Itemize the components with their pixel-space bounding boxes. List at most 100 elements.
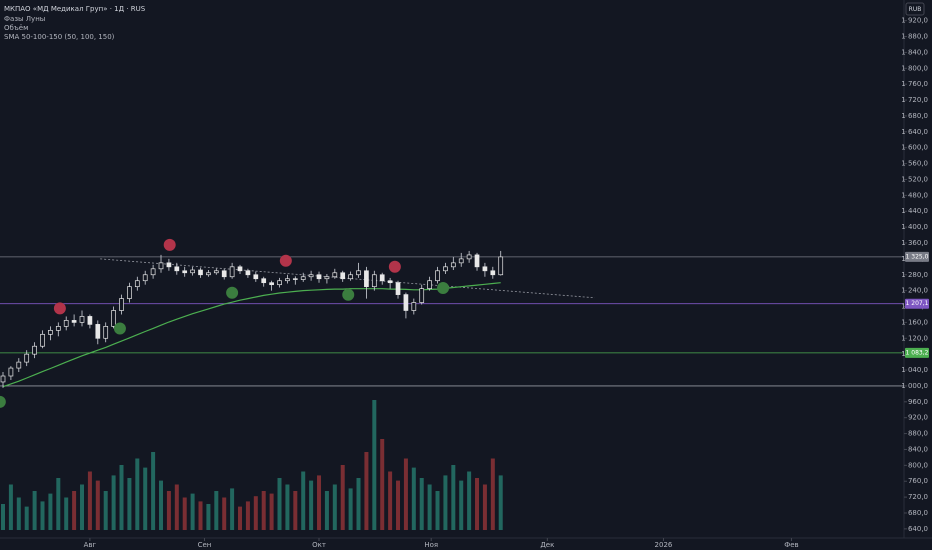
candle-body: [269, 282, 274, 286]
volume-bar: [388, 471, 393, 530]
y-tick-label: 1 480,0: [901, 191, 928, 199]
y-tick-label: 1 240,0: [901, 287, 928, 295]
candle-body: [458, 258, 464, 264]
candle-body: [40, 333, 45, 347]
candle-body: [466, 254, 472, 260]
x-tick-label: Дек: [540, 541, 554, 549]
y-tick-label: 1 000,0: [901, 382, 928, 390]
candle-body: [8, 367, 14, 377]
price-level-tag: [905, 298, 929, 309]
volume-bar: [340, 465, 345, 530]
y-tick-label: 1 360,0: [901, 239, 928, 247]
new-moon-marker: [342, 288, 355, 301]
volume-bar: [48, 493, 53, 530]
candle-body: [158, 262, 164, 270]
y-tick-label: 1 840,0: [901, 48, 928, 56]
y-tick-label: 640,0: [908, 525, 928, 533]
full-moon-marker: [388, 260, 401, 273]
candle-body: [443, 266, 448, 272]
candle-body: [498, 256, 504, 276]
indicator-name: SMA 50-100-150 (50, 100, 150): [4, 33, 115, 41]
volume-bar: [214, 491, 219, 530]
y-tick-label: 1 760,0: [901, 80, 928, 88]
candle-body: [134, 280, 140, 288]
y-tick-label: 1 680,0: [901, 112, 928, 120]
currency-label[interactable]: RUB: [909, 6, 922, 13]
volume-bar: [427, 484, 432, 530]
volume-bar: [103, 491, 108, 530]
y-tick-label: 1 640,0: [901, 128, 928, 136]
price-level-label: 1 083,2: [906, 349, 929, 356]
candle-body: [364, 270, 369, 288]
volume-bar: [253, 496, 258, 530]
candle-body: [300, 276, 306, 280]
volume-bar: [87, 471, 92, 530]
volume-bar: [403, 458, 408, 530]
volume-bar: [396, 480, 401, 530]
y-tick-label: 680,0: [908, 509, 928, 517]
volume-bar: [317, 475, 322, 530]
candle-body: [206, 272, 211, 276]
y-tick-label: 1 560,0: [901, 160, 928, 168]
volume-bar: [159, 480, 164, 530]
volume-bar: [380, 439, 385, 530]
full-moon-marker: [53, 302, 66, 315]
volume-bar: [459, 480, 464, 530]
volume-bar: [222, 497, 227, 530]
y-tick-label: 1 920,0: [901, 17, 928, 25]
y-tick-label: 1 520,0: [901, 175, 928, 183]
plot-area: [0, 238, 904, 530]
x-tick-label: Авг: [84, 541, 97, 549]
volume-bar: [111, 475, 116, 530]
y-tick-label: 960,0: [908, 398, 928, 406]
volume-bar: [285, 484, 290, 530]
candle-body: [182, 270, 188, 274]
volume-bar: [261, 491, 266, 530]
new-moon-marker: [226, 286, 239, 299]
x-tick-label: Сен: [198, 541, 212, 549]
candle-body: [150, 268, 156, 276]
volume-bar: [348, 488, 353, 530]
volume-bar: [135, 458, 140, 530]
volume-bar: [143, 467, 148, 530]
y-tick-label: 1 720,0: [901, 96, 928, 104]
candle-body: [450, 262, 456, 268]
price-level-label: 1 207,1: [906, 300, 929, 307]
candle-body: [490, 270, 496, 276]
candle-body: [87, 316, 93, 325]
volume-bar: [8, 484, 13, 530]
volume-bar: [95, 480, 100, 530]
candle-body: [435, 270, 440, 282]
candle-body: [292, 278, 298, 280]
candle-body: [166, 262, 172, 268]
candle-body: [237, 266, 243, 272]
y-tick-label: 880,0: [908, 430, 928, 438]
candle-body: [190, 269, 195, 274]
x-tick-label: Фев: [784, 541, 798, 549]
candle-body: [213, 270, 219, 274]
candle-body: [403, 294, 409, 311]
volume-bar: [301, 471, 306, 530]
volume-bar: [72, 491, 77, 530]
sma-line: [2, 282, 501, 388]
new-moon-marker: [437, 281, 450, 294]
volume-bar: [166, 491, 171, 530]
currency-button[interactable]: [905, 2, 925, 16]
candle-body: [371, 274, 377, 288]
trend-line: [100, 258, 595, 299]
candle-body: [229, 266, 235, 278]
price-level-tag: [905, 347, 929, 358]
candle-body: [0, 375, 6, 383]
y-tick-label: 800,0: [908, 461, 928, 469]
volume-bar: [64, 497, 69, 530]
candle-body: [356, 270, 361, 276]
full-moon-marker: [279, 254, 292, 267]
full-moon-marker: [163, 238, 176, 251]
candle-body: [285, 278, 290, 282]
candle-body: [308, 274, 314, 278]
y-tick-label: 1 880,0: [901, 33, 928, 41]
volume-bar: [1, 504, 6, 530]
candle-body: [379, 274, 385, 282]
